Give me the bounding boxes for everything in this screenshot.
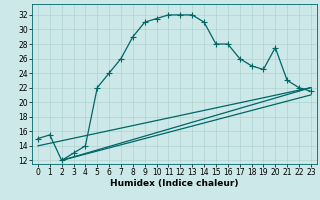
X-axis label: Humidex (Indice chaleur): Humidex (Indice chaleur): [110, 179, 239, 188]
